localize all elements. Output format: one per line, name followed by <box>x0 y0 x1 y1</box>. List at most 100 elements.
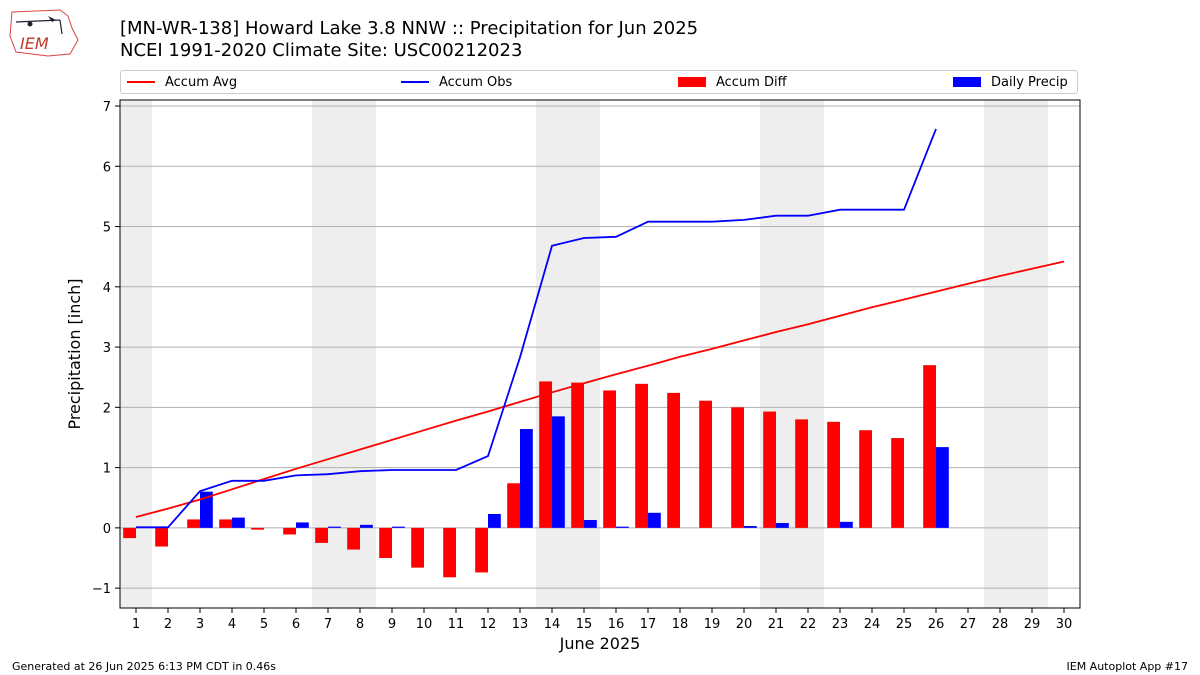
x-tick-label-17: 17 <box>640 617 657 632</box>
weekend-shade-day-7 <box>312 100 344 608</box>
title-line-2: NCEI 1991-2020 Climate Site: USC00212023 <box>120 40 523 61</box>
accum-diff-bar-day-26 <box>923 365 936 528</box>
accum-diff-bar-day-18 <box>667 392 680 528</box>
accum-diff-bar-day-8 <box>347 527 360 550</box>
daily-precip-bar-day-21 <box>776 523 789 528</box>
app-footer: IEM Autoplot App #17 <box>1066 660 1189 673</box>
generated-footer: Generated at 26 Jun 2025 6:13 PM CDT in … <box>12 660 277 673</box>
y-axis-label: Precipitation [inch] <box>65 278 84 429</box>
accum-avg-line <box>135 260 1065 518</box>
legend-swatch-accum-obs <box>401 81 429 83</box>
legend-swatch-daily-precip <box>953 77 981 87</box>
y-tick-label-0: 0 <box>103 522 111 537</box>
weekend-shade-day-1 <box>120 100 152 608</box>
iem-logo-graphic: IEM <box>9 9 79 57</box>
x-tick-label-19: 19 <box>704 617 721 632</box>
title-line-1: [MN-WR-138] Howard Lake 3.8 NNW :: Preci… <box>120 18 699 39</box>
legend-label-accum-obs: Accum Obs <box>439 74 513 90</box>
accum-diff-bar-day-14 <box>539 381 552 528</box>
y-tick-label-7: 7 <box>103 100 111 115</box>
accum-diff-bar-day-11 <box>443 527 456 578</box>
weekend-shading <box>120 100 1048 608</box>
x-tick-label-12: 12 <box>480 617 497 632</box>
accum-diff-bar-day-15 <box>571 382 584 528</box>
accum-diff-bar-day-2 <box>155 527 168 547</box>
logo-text: IEM <box>20 34 49 53</box>
accum-diff-bar-day-5 <box>251 527 264 530</box>
legend-swatch-accum-diff <box>678 77 706 87</box>
accum-diff-bar-day-7 <box>315 527 328 543</box>
daily-precip-bar-day-12 <box>488 513 501 528</box>
accum-diff-bar-day-3 <box>187 519 200 528</box>
weekend-shade-day-14 <box>536 100 568 608</box>
accum-diff-bar-day-12 <box>475 527 488 573</box>
daily-precip-bar-day-17 <box>648 512 661 528</box>
legend-label-daily-precip: Daily Precip <box>991 74 1068 90</box>
x-tick-label-6: 6 <box>292 617 300 632</box>
x-tick-label-15: 15 <box>576 617 593 632</box>
x-tick-label-14: 14 <box>544 617 561 632</box>
x-tick-label-13: 13 <box>512 617 529 632</box>
x-tick-label-30: 30 <box>1056 617 1073 632</box>
iem-logo: IEM <box>8 6 80 58</box>
accum-diff-bar-day-21 <box>763 411 776 528</box>
daily-precip-bar-day-7 <box>328 526 341 528</box>
x-tick-label-7: 7 <box>324 617 332 632</box>
x-tick-label-3: 3 <box>196 617 204 632</box>
accum-diff-bar-day-25 <box>891 438 904 528</box>
legend-swatch-accum-avg <box>127 81 155 83</box>
weekend-shade-day-22 <box>792 100 824 608</box>
daily-precip-bar-day-26 <box>936 447 949 528</box>
weekend-shade-day-28 <box>984 100 1016 608</box>
y-tick-label-3: 3 <box>103 341 111 356</box>
y-tick-label-2: 2 <box>103 401 111 416</box>
x-tick-label-1: 1 <box>132 617 140 632</box>
legend-label-accum-diff: Accum Diff <box>716 74 787 90</box>
x-tick-label-4: 4 <box>228 617 236 632</box>
legend-item-accum-avg: Accum Avg <box>127 71 237 93</box>
x-axis-ticks: 1 2 3 4 5 6 7 8 9 10 11 12 13 14 15 16 17 18 19 20 21 22 23 24 2… <box>132 608 1072 632</box>
accum-diff-bar-day-23 <box>827 421 840 528</box>
x-tick-label-20: 20 <box>736 617 753 632</box>
x-tick-label-21: 21 <box>768 617 785 632</box>
x-tick-label-10: 10 <box>416 617 433 632</box>
accum-diff-bar-day-9 <box>379 527 392 558</box>
legend-item-accum-diff: Accum Diff <box>678 71 787 93</box>
x-tick-label-24: 24 <box>864 617 881 632</box>
x-tick-label-9: 9 <box>388 617 396 632</box>
x-tick-label-5: 5 <box>260 617 268 632</box>
daily-precip-bar-day-23 <box>840 521 853 528</box>
daily-precip-bar-day-9 <box>392 526 405 528</box>
daily-precip-bar-day-16 <box>616 526 629 528</box>
legend-item-accum-obs: Accum Obs <box>401 71 512 93</box>
accum-diff-bar-day-1 <box>123 527 136 539</box>
daily-precip-bar-day-8 <box>360 524 373 528</box>
y-axis-ticks: −1 0 1 2 3 4 5 6 7 <box>92 100 120 597</box>
daily-precip-bar-day-20 <box>744 526 757 528</box>
accum-diff-bar-day-6 <box>283 527 296 535</box>
x-tick-label-27: 27 <box>960 617 977 632</box>
accum-diff-bar-day-13 <box>507 483 520 528</box>
legend-item-daily-precip: Daily Precip <box>953 71 1068 93</box>
x-tick-label-29: 29 <box>1024 617 1041 632</box>
y-tick-label-6: 6 <box>103 160 111 175</box>
line-series <box>135 128 1065 529</box>
daily-precip-bar-day-4 <box>232 517 245 528</box>
x-tick-label-28: 28 <box>992 617 1009 632</box>
bar-series <box>123 365 949 578</box>
x-tick-label-2: 2 <box>164 617 172 632</box>
y-tick-label-5: 5 <box>103 221 111 236</box>
x-tick-label-23: 23 <box>832 617 849 632</box>
accum-diff-bar-day-17 <box>635 383 648 528</box>
accum-diff-bar-day-22 <box>795 419 808 528</box>
chart-legend: Accum Avg Accum Obs Accum Diff Daily Pre… <box>120 70 1078 94</box>
x-tick-label-22: 22 <box>800 617 817 632</box>
daily-precip-bar-day-3 <box>200 491 213 528</box>
accum-diff-bar-day-16 <box>603 390 616 528</box>
accum-diff-bar-day-10 <box>411 527 424 568</box>
weekend-shade-day-29 <box>1016 100 1048 608</box>
accum-diff-bar-day-19 <box>699 400 712 528</box>
weekend-shade-day-8 <box>344 100 376 608</box>
y-tick-label--1: −1 <box>92 582 111 597</box>
